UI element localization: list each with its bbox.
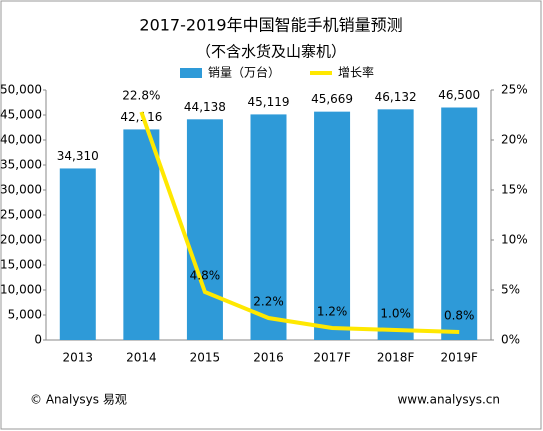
x-tick-label: 2019F: [440, 351, 478, 365]
y-tick-label: 25,000: [0, 208, 42, 222]
legend-swatch: [180, 68, 202, 78]
y-tick-label: 30,000: [0, 183, 42, 197]
y-tick-label: 20,000: [0, 233, 42, 247]
bar: [123, 129, 160, 340]
y2-tick-label: 10%: [501, 233, 528, 247]
bar: [186, 119, 223, 340]
x-tick-label: 2013: [63, 351, 94, 365]
x-tick-label: 2015: [190, 351, 221, 365]
x-tick-label: 2014: [126, 351, 157, 365]
x-tick-label: 2016: [253, 351, 284, 365]
bar-label: 46,500: [438, 88, 480, 102]
y2-tick-label: 15%: [501, 183, 528, 197]
bar: [59, 168, 96, 340]
line-label: 0.8%: [444, 309, 475, 323]
chart-subtitle: （不含水货及山寨机）: [196, 43, 346, 61]
y-tick-label: 50,000: [0, 83, 42, 97]
y-tick-label: 45,000: [0, 108, 42, 122]
legend-label: 增长率: [338, 65, 374, 80]
x-tick-label: 2018F: [377, 351, 415, 365]
source: © Analysys 易观: [30, 393, 127, 407]
line-label: 22.8%: [122, 89, 160, 103]
website: www.analysys.cn: [397, 393, 500, 407]
y-tick-label: 5,000: [8, 308, 42, 322]
y-tick-label: 35,000: [0, 158, 42, 172]
y-tick-label: 15,000: [0, 258, 42, 272]
y2-tick-label: 0%: [501, 333, 520, 347]
line-label: 1.2%: [317, 305, 348, 319]
y-tick-label: 40,000: [0, 133, 42, 147]
y2-tick-label: 25%: [501, 83, 528, 97]
bar: [441, 107, 478, 340]
bar-label: 34,310: [57, 149, 99, 163]
x-tick-label: 2017F: [313, 351, 351, 365]
bar: [250, 114, 287, 340]
chart-title: 2017-2019年中国智能手机销量预测: [139, 16, 402, 35]
bar-label: 45,669: [311, 92, 353, 106]
y2-tick-label: 20%: [501, 133, 528, 147]
bar-label: 45,119: [248, 95, 290, 109]
bar: [314, 111, 351, 340]
bar-label: 44,138: [184, 100, 226, 114]
bar-label: 46,132: [375, 90, 417, 104]
bar: [377, 109, 414, 340]
y-tick-label: 0: [34, 333, 42, 347]
legend-label: 销量（万台）: [208, 65, 280, 80]
line-label: 1.0%: [380, 307, 411, 321]
y2-tick-label: 5%: [501, 283, 520, 297]
line-label: 4.8%: [190, 269, 221, 283]
y-tick-label: 10,000: [0, 283, 42, 297]
line: [139, 111, 460, 334]
line-label: 2.2%: [253, 295, 284, 309]
